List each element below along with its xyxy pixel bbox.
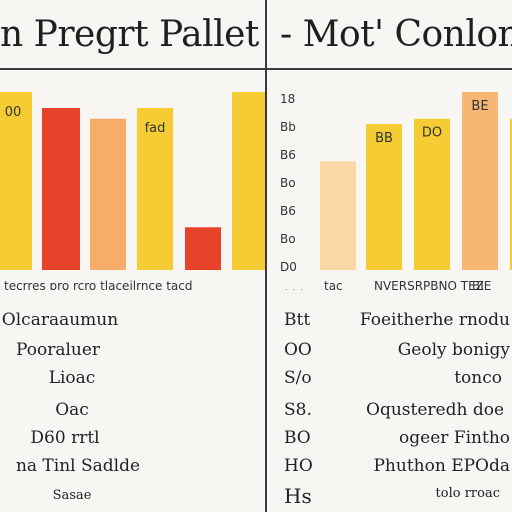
- right-y-tick-label: B6: [280, 148, 296, 162]
- right-panel-title: - Mot' Conlon: [280, 14, 512, 55]
- left-x-tick-labels: tecrres pro rcro tlaceilrnce tacd: [4, 279, 193, 290]
- left-row-label: na Tinl Sadlde: [15, 456, 141, 476]
- left-bar-label: 00: [5, 105, 22, 120]
- right-row-text: Phuthon EPOda: [373, 456, 510, 476]
- panel-divider: [265, 0, 267, 512]
- left-bar-chart: 00 fad tecrres pro rcro tlaceilrnce tacd: [0, 92, 265, 290]
- right-x-category-label: NVERSRPBNO TEZ: [374, 279, 484, 290]
- right-row-value: BO: [284, 428, 311, 448]
- right-row-text: Oqusteredh doe: [366, 400, 504, 420]
- left-bar-label: fad: [145, 121, 166, 136]
- right-row-value: Btt: [284, 310, 311, 330]
- right-y-tick-label: tldde: [280, 288, 311, 290]
- right-row-text: tonco: [454, 368, 502, 388]
- left-row-label: Pooraluer: [15, 340, 101, 360]
- right-bar: [414, 118, 450, 270]
- right-bar-chart: 18 Bb B6 Bo B6 Bo D0 tldde BB DO BE tac NVERSRPBNO T…: [280, 92, 512, 290]
- right-bar: [366, 124, 402, 270]
- right-y-tick-label: 18: [280, 92, 295, 106]
- right-bar: [320, 161, 356, 270]
- right-y-tick-label: B6: [280, 204, 296, 218]
- right-x-tick-label: tac: [324, 279, 343, 290]
- right-row-text: ogeer Fintho: [399, 428, 510, 448]
- right-row-text: Geoly bonigy: [397, 340, 510, 360]
- left-row-label: Oac: [55, 400, 89, 420]
- right-row-text: tolo rroac: [435, 486, 500, 501]
- right-bar: [462, 92, 498, 270]
- right-row-text: Foeitherhe rnodu: [359, 310, 510, 330]
- left-panel: n Pregrt Pallet 00 fad tecrres pro rcro tl…: [0, 14, 265, 503]
- header-divider-right: [266, 68, 512, 70]
- left-row-label: Sasae: [52, 488, 92, 503]
- left-row-label: Lioac: [48, 368, 96, 388]
- left-row-label: D60 rrtl: [30, 428, 100, 448]
- right-x-category-label: BIE: [472, 279, 491, 290]
- right-row-value: S/o: [284, 368, 312, 388]
- left-bar: [90, 118, 126, 270]
- left-bar: [42, 108, 80, 270]
- right-row-value: HO: [284, 456, 313, 476]
- right-row-value: S8.: [284, 400, 312, 420]
- right-panel: - Mot' Conlon 18 Bb B6 Bo B6 Bo D0 tldde BB DO BE t…: [266, 0, 512, 512]
- right-bar-label: BE: [471, 99, 488, 114]
- left-row-label: Olcaraaumun: [1, 310, 119, 330]
- left-bar: [0, 92, 32, 270]
- right-row-value: OO: [284, 340, 312, 360]
- left-bar: [232, 92, 265, 270]
- right-y-tick-label: Bo: [280, 232, 296, 246]
- right-y-tick-label: D0: [280, 260, 297, 274]
- right-y-tick-label: Bb: [280, 120, 296, 134]
- left-bar: [137, 108, 173, 270]
- left-panel-title: n Pregrt Pallet: [0, 14, 259, 55]
- header-divider-left: [0, 68, 265, 70]
- right-bar-label: BB: [375, 131, 393, 146]
- right-y-tick-label: Bo: [280, 176, 296, 190]
- right-bar-label: DO: [422, 126, 442, 141]
- right-row-value: Hs: [284, 484, 312, 508]
- left-bar: [185, 227, 221, 270]
- right-bar: [510, 118, 512, 270]
